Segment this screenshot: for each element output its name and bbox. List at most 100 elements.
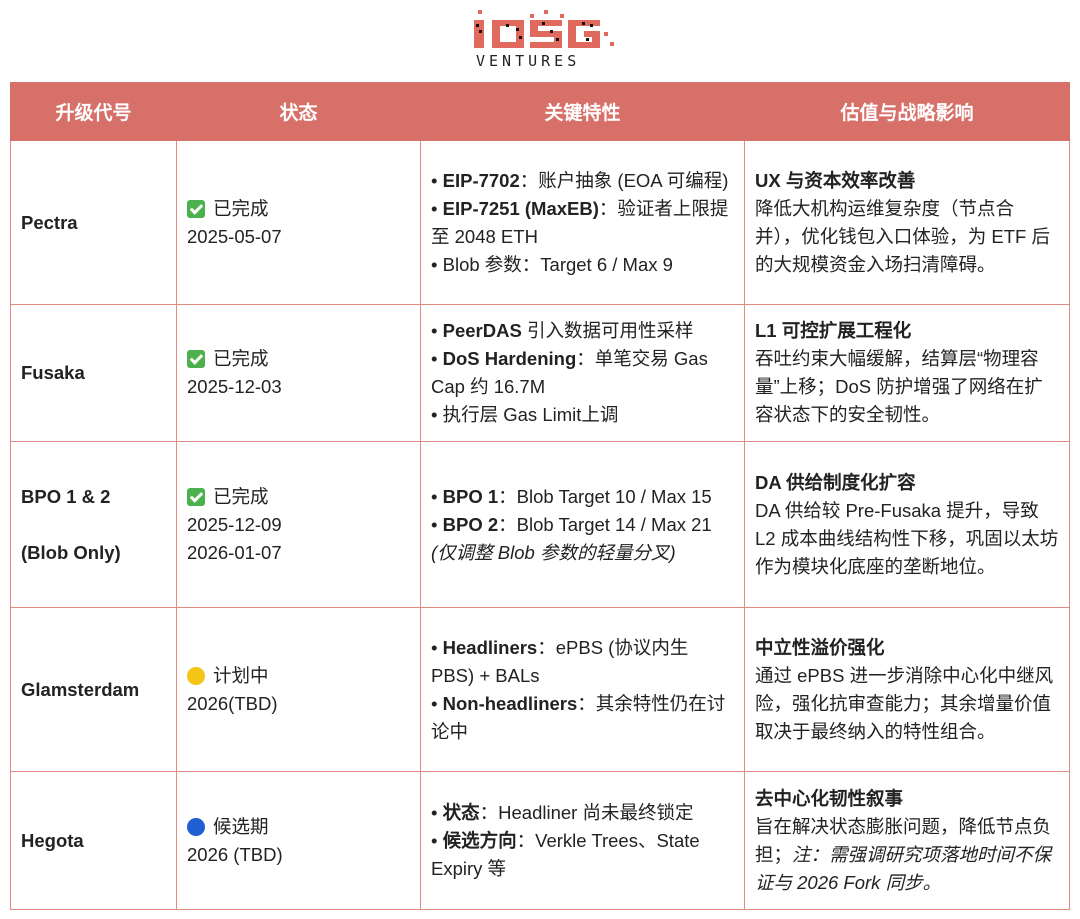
table-row: Pectra 已完成 2025-05-07 • EIP-7702：账户抽象 (EOA … bbox=[10, 140, 1070, 305]
status-label: 已完成 bbox=[213, 485, 269, 507]
text-segment: BPO 1 bbox=[442, 485, 499, 507]
upgrade-name: Pectra bbox=[10, 140, 177, 305]
table-row: Hegota 候选期 2026 (TBD) • 状态：Headliner 尚未最终锁定… bbox=[10, 771, 1070, 910]
feature-item: • BPO 1：Blob Target 10 / Max 15 bbox=[431, 483, 734, 511]
text-segment: ：ePBS (协议内生 PBS) + BALs bbox=[431, 636, 689, 686]
upgrade-name-line: Hegota bbox=[21, 829, 84, 851]
status-badge: 候选期 bbox=[187, 813, 410, 841]
feature-item: • EIP-7251 (MaxEB)：验证者上限提至 2048 ETH bbox=[431, 195, 734, 251]
text-segment: 引入数据可用性采样 bbox=[521, 320, 694, 341]
impact-cell: DA 供给制度化扩容 DA 供给较 Pre-Fusaka 提升，导致 L2 成本曲… bbox=[744, 441, 1070, 608]
yellow-circle-icon bbox=[187, 666, 205, 685]
status-badge: 已完成 bbox=[187, 195, 410, 223]
text-segment: ：验证者上限提至 2048 ETH bbox=[431, 197, 729, 247]
upgrade-name: Fusaka bbox=[10, 304, 177, 442]
feature-item: • 状态：Headliner 尚未最终锁定 bbox=[431, 799, 734, 827]
status-date: 2025-12-03 bbox=[187, 376, 282, 397]
impact-title: UX 与资本效率改善 bbox=[755, 169, 916, 191]
impact-cell: 去中心化韧性叙事旨在解决状态膨胀问题，降低节点负担；注：需强调研究项落地时间不保… bbox=[744, 771, 1070, 910]
ethereum-upgrade-table: 升级代号 状态 关键特性 估值与战略影响 Pectra 已完成 2025-05-07 • E… bbox=[10, 82, 1070, 910]
blue-circle-icon bbox=[187, 817, 205, 836]
impact-body: 旨在解决状态膨胀问题，降低节点负担；注：需强调研究项落地时间不保证与 2026 … bbox=[755, 813, 1059, 897]
impact-title: 去中心化韧性叙事 bbox=[755, 787, 904, 809]
text-segment: 注：需强调研究项落地时间不保证与 2026 Fork 同步。 bbox=[755, 843, 1052, 893]
check-mark-icon bbox=[187, 199, 205, 218]
text-segment: • bbox=[431, 801, 443, 823]
status-cell: 已完成 2025-05-07 bbox=[176, 140, 421, 305]
status-date: 2026(TBD) bbox=[187, 692, 278, 714]
impact-body: DA 供给较 Pre-Fusaka 提升，导致 L2 成本曲线结构性下移，巩固以… bbox=[755, 497, 1059, 581]
text-segment: • bbox=[431, 169, 443, 191]
status-badge: 已完成 bbox=[187, 345, 410, 373]
status-date: 2025-12-09 bbox=[187, 513, 282, 535]
text-segment: • bbox=[431, 692, 443, 714]
table-row: Glamsterdam 计划中 2026(TBD) • Headliners：ePBS… bbox=[10, 607, 1070, 772]
text-segment: ：Verkle Trees、State Expiry 等 bbox=[431, 829, 700, 879]
text-segment: ：Blob Target 10 / Max 15 bbox=[498, 485, 712, 507]
status-label: 已完成 bbox=[213, 348, 269, 369]
features-cell: • BPO 1：Blob Target 10 / Max 15 • BPO 2：B… bbox=[420, 441, 745, 608]
table-row: BPO 1 & 2 (Blob Only) 已完成 2025-12-09 2026-01… bbox=[10, 441, 1070, 608]
text-segment: ：单笔交易 Gas Cap 约 16.7M bbox=[431, 348, 708, 397]
impact-title: DA 供给制度化扩容 bbox=[755, 471, 916, 493]
upgrade-name-line: (Blob Only) bbox=[21, 541, 121, 563]
feature-item: • DoS Hardening：单笔交易 Gas Cap 约 16.7M bbox=[431, 345, 734, 401]
status-cell: 计划中 2026(TBD) bbox=[176, 607, 421, 772]
iosg-ventures-logo: VENTURES bbox=[470, 6, 620, 72]
text-segment: DoS Hardening bbox=[442, 348, 577, 369]
text-segment: BPO 2 bbox=[442, 513, 499, 535]
feature-item: • PeerDAS 引入数据可用性采样 bbox=[431, 317, 734, 345]
status-date: 2025-05-07 bbox=[187, 225, 282, 247]
check-mark-icon bbox=[187, 487, 205, 506]
upgrade-name-line: Glamsterdam bbox=[21, 678, 140, 700]
impact-body: 通过 ePBS 进一步消除中心化中继风险，强化抗审查能力；其余增量价值取决于最终… bbox=[755, 662, 1059, 746]
feature-item: • EIP-7702：账户抽象 (EOA 可编程) bbox=[431, 167, 734, 195]
feature-item: • 执行层 Gas Limit上调 bbox=[431, 401, 734, 429]
status-date: 2026-01-07 bbox=[187, 541, 282, 563]
status-label: 候选期 bbox=[213, 815, 269, 837]
status-badge: 已完成 bbox=[187, 483, 410, 511]
text-segment: • bbox=[431, 829, 443, 851]
text-segment: 吞吐约束大幅缓解，结算层“物理容量”上移；DoS 防护增强了网络在扩容状态下的安… bbox=[755, 348, 1043, 425]
impact-cell: L1 可控扩展工程化吞吐约束大幅缓解，结算层“物理容量”上移；DoS 防护增强了… bbox=[744, 304, 1070, 442]
text-segment: EIP-7702 bbox=[442, 169, 520, 191]
features-cell: • Headliners：ePBS (协议内生 PBS) + BALs • Non… bbox=[420, 607, 745, 772]
status-badge: 计划中 bbox=[187, 662, 410, 690]
text-segment: • 执行层 Gas Limit上调 bbox=[431, 404, 619, 425]
column-header: 估值与战略影响 bbox=[744, 82, 1070, 141]
impact-body: 降低大机构运维复杂度（节点合并），优化钱包入口体验，为 ETF 后的大规模资金入… bbox=[755, 195, 1059, 279]
text-segment: 候选方向 bbox=[442, 829, 517, 851]
impact-cell: UX 与资本效率改善降低大机构运维复杂度（节点合并），优化钱包入口体验，为 ET… bbox=[744, 140, 1070, 305]
status-cell: 已完成 2025-12-03 bbox=[176, 304, 421, 442]
text-segment: ：账户抽象 (EOA 可编程) bbox=[519, 169, 729, 191]
text-segment: • bbox=[431, 636, 443, 658]
text-segment: • bbox=[431, 320, 443, 341]
impact-title: L1 可控扩展工程化 bbox=[755, 320, 912, 341]
text-segment: ：其余特性仍在讨论中 bbox=[431, 692, 726, 742]
text-segment: • bbox=[431, 485, 443, 507]
features-cell: • EIP-7702：账户抽象 (EOA 可编程) • EIP-7251 (Max… bbox=[420, 140, 745, 305]
status-cell: 已完成 2025-12-09 2026-01-07 bbox=[176, 441, 421, 608]
logo-subtext: VENTURES bbox=[476, 52, 581, 70]
feature-item: • Blob 参数：Target 6 / Max 9 bbox=[431, 251, 734, 279]
impact-title: 中立性溢价强化 bbox=[755, 636, 885, 658]
status-label: 已完成 bbox=[213, 197, 269, 219]
column-header: 状态 bbox=[176, 82, 421, 141]
status-label: 计划中 bbox=[213, 664, 269, 686]
features-cell: • PeerDAS 引入数据可用性采样 • DoS Hardening：单笔交易 … bbox=[420, 304, 745, 442]
text-segment: ：Headliner 尚未最终锁定 bbox=[479, 801, 694, 823]
feature-item: (仅调整 Blob 参数的轻量分叉) bbox=[431, 539, 734, 567]
text-segment: 通过 ePBS 进一步消除中心化中继风险，强化抗审查能力；其余增量价值取决于最终… bbox=[755, 664, 1054, 742]
text-segment: EIP-7251 (MaxEB) bbox=[442, 197, 599, 219]
upgrade-name: BPO 1 & 2 (Blob Only) bbox=[10, 441, 177, 608]
text-segment: DA 供给较 Pre-Fusaka 提升，导致 L2 成本曲线结构性下移，巩固以… bbox=[755, 499, 1059, 577]
feature-item: • Non-headliners：其余特性仍在讨论中 bbox=[431, 690, 734, 746]
text-segment: • bbox=[431, 348, 443, 369]
text-segment: ：Blob Target 14 / Max 21 bbox=[498, 513, 712, 535]
status-cell: 候选期 2026 (TBD) bbox=[176, 771, 421, 910]
column-header: 升级代号 bbox=[10, 82, 177, 141]
text-segment: PeerDAS bbox=[442, 320, 522, 341]
text-segment: 状态 bbox=[442, 801, 480, 823]
text-segment: 旨在解决状态膨胀问题，降低节点负担； bbox=[755, 815, 1052, 865]
feature-item: • 候选方向：Verkle Trees、State Expiry 等 bbox=[431, 827, 734, 883]
